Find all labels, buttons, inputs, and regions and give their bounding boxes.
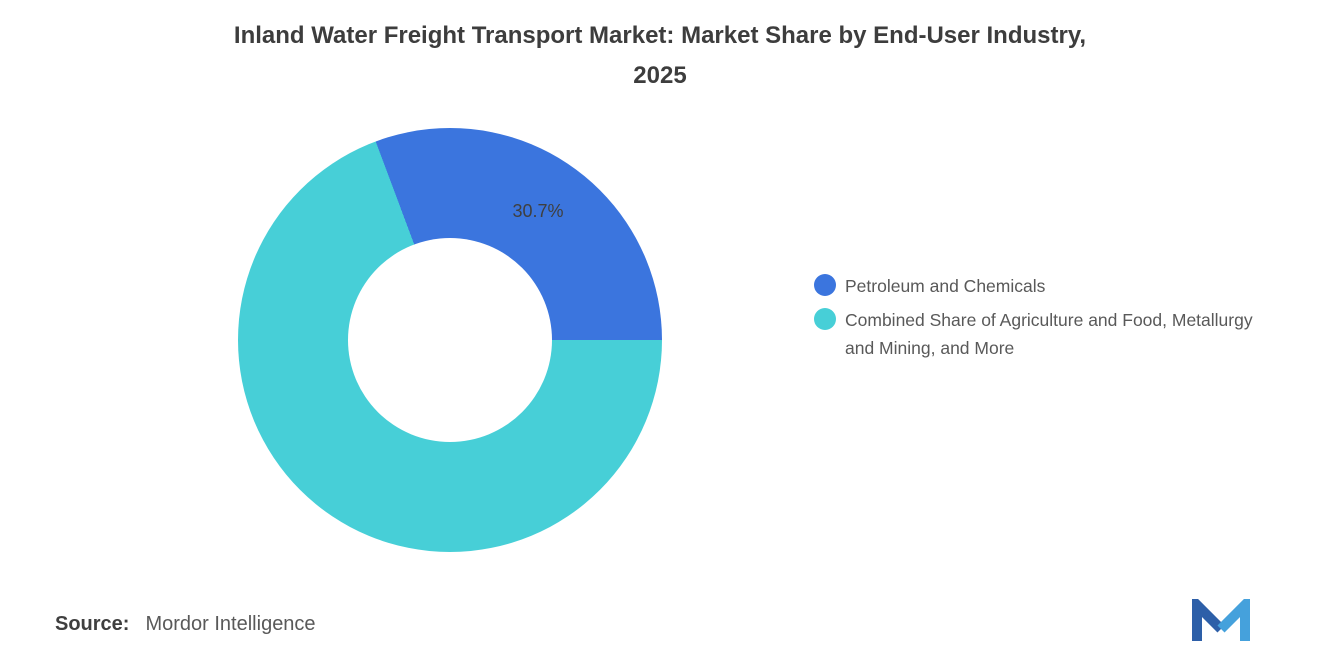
legend-swatch-petroleum xyxy=(814,274,836,296)
legend-item-petroleum[interactable]: Petroleum and Chemicals xyxy=(814,272,1275,300)
source-note: Source: Mordor Intelligence xyxy=(55,613,316,636)
donut-hole xyxy=(348,238,552,442)
legend-label-petroleum: Petroleum and Chemicals xyxy=(845,276,1046,296)
source-value: Mordor Intelligence xyxy=(145,613,316,635)
logo-right-stroke xyxy=(1217,599,1250,641)
legend-item-combined[interactable]: Combined Share of Agriculture and Food, … xyxy=(814,306,1275,362)
legend-label-combined: Combined Share of Agriculture and Food, … xyxy=(845,310,1253,358)
chart-title-line1: Inland Water Freight Transport Market: M… xyxy=(233,22,1087,49)
slice-data-label: 30.7% xyxy=(512,201,564,221)
source-label: Source: xyxy=(55,613,130,635)
chart-title: Inland Water Freight Transport Market: M… xyxy=(0,16,1320,96)
legend: Petroleum and Chemicals Combined Share o… xyxy=(814,272,1275,362)
mordor-intelligence-logo xyxy=(1192,599,1250,641)
donut-chart: 30.7% xyxy=(238,128,662,552)
legend-swatch-combined xyxy=(814,308,836,330)
logo-left-stroke xyxy=(1192,599,1225,641)
chart-title-line2: 2025 xyxy=(633,62,687,89)
